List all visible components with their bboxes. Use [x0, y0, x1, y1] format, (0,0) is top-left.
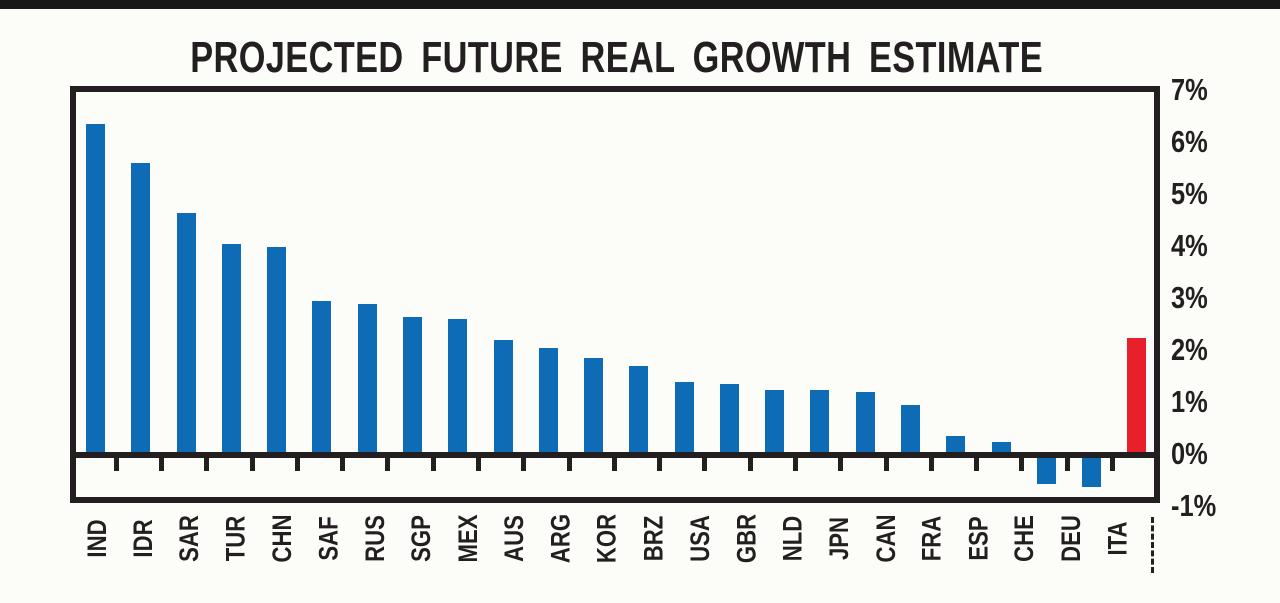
plot-area [70, 86, 1160, 503]
x-axis-tick [476, 458, 482, 471]
x-axis-label-text: NLD [777, 515, 808, 561]
x-axis-tick [928, 458, 934, 471]
x-axis-label-text: DEU [1055, 514, 1086, 562]
x-axis-label-text: RUS [359, 514, 390, 562]
bar-CAN [855, 392, 875, 455]
x-axis-label-text: CHE [1009, 514, 1040, 562]
x-axis-tick [294, 458, 300, 471]
y-axis-label-text: -1% [1171, 488, 1217, 523]
x-axis-label-text: IDR [127, 518, 158, 558]
x-axis-tick [113, 458, 119, 471]
top-border-line [0, 0, 1280, 9]
bar-CHN [267, 246, 287, 455]
y-axis-label-6: 6% [1171, 125, 1261, 159]
y-axis-label-7: 7% [1171, 73, 1261, 107]
x-axis-label-text: KOR [591, 513, 622, 563]
bar-KOR [584, 358, 604, 455]
x-axis-label-text: IND [81, 518, 112, 558]
bar-ARG [538, 348, 558, 455]
y-axis-label-1: 1% [1171, 385, 1261, 419]
x-axis-label-text: USA [684, 514, 715, 562]
x-axis-tick [611, 458, 617, 471]
bar-NLD [765, 389, 785, 455]
bar-MEX [448, 319, 468, 455]
x-axis-tick [521, 458, 527, 471]
x-axis-tick [1019, 458, 1025, 471]
bar-ITA [1082, 455, 1102, 487]
x-axis-label-text: GBR [731, 513, 762, 563]
x-axis-label-text: SAF [313, 515, 344, 561]
bar-CHE [991, 441, 1011, 455]
bar-IND [86, 124, 105, 455]
x-axis-label-text: JPN [823, 516, 854, 560]
x-axis-tick [1109, 458, 1115, 471]
x-axis-tick [159, 458, 165, 471]
y-axis-label-text: 4% [1171, 228, 1208, 263]
bar-DEU [1036, 455, 1056, 484]
bar-BRZ [629, 366, 649, 455]
y-axis-label-2: 2% [1171, 333, 1261, 367]
x-axis-tick [249, 458, 255, 471]
y-axis-label-text: 6% [1171, 124, 1208, 159]
x-axis-tick [747, 458, 753, 471]
bar-highlight [1127, 337, 1147, 455]
y-axis-label-text: 0% [1171, 436, 1208, 471]
x-axis-label-text: AUS [499, 514, 530, 562]
bar-GBR [719, 384, 739, 455]
zero-axis-line [76, 452, 1154, 458]
y-axis-label-0: 0% [1171, 437, 1261, 471]
x-axis-label-text: TUR [220, 515, 251, 561]
x-axis-label-text: BRZ [638, 515, 669, 561]
x-axis-label-ITA: ITA [1088, 506, 1148, 570]
bar-RUS [357, 303, 377, 455]
x-axis-label-text: SGP [406, 514, 437, 562]
x-axis-tick [974, 458, 980, 471]
x-axis-tick [340, 458, 346, 471]
x-axis-label-text: CHN [267, 514, 298, 562]
x-axis-tick [566, 458, 572, 471]
bar-TUR [221, 244, 241, 455]
bar-SAR [176, 212, 196, 455]
y-axis-label-text: 1% [1171, 384, 1208, 419]
bar-JPN [810, 389, 830, 455]
chart-title: PROJECTED FUTURE REAL GROWTH ESTIMATE [70, 33, 1160, 83]
x-axis-label-text: MEX [452, 514, 483, 562]
x-axis-label-text: CAN [870, 514, 901, 562]
y-axis-label--1: -1% [1171, 489, 1261, 523]
y-axis-label-text: 2% [1171, 332, 1208, 367]
y-axis-label-text: 7% [1171, 72, 1208, 107]
y-axis-label-text: 5% [1171, 176, 1208, 211]
x-axis-tick [1064, 458, 1070, 471]
bar-AUS [493, 340, 513, 455]
bar-IDR [131, 163, 151, 455]
bar-USA [674, 381, 694, 455]
x-axis-tick [204, 458, 210, 471]
x-axis-tick [430, 458, 436, 471]
x-axis-tick [657, 458, 663, 471]
x-axis-label-text: FRA [916, 515, 947, 561]
x-axis-tick [793, 458, 798, 471]
bar-SGP [402, 316, 422, 455]
x-axis-label-text: SAR [174, 514, 205, 562]
x-axis-tick [838, 458, 844, 471]
bar-ESP [946, 436, 966, 455]
chart-title-text: PROJECTED FUTURE REAL GROWTH ESTIMATE [190, 33, 1044, 82]
bar-FRA [901, 405, 921, 455]
y-axis-label-5: 5% [1171, 177, 1261, 211]
x-axis-tick [702, 458, 708, 471]
y-axis-label-3: 3% [1171, 281, 1261, 315]
x-axis-label-text: ESP [963, 515, 994, 561]
x-axis-tick [883, 458, 889, 471]
y-axis-label-4: 4% [1171, 229, 1261, 263]
highlight-bar-dashed-label-marker [1151, 517, 1154, 573]
x-axis-label-text: ITA [1102, 520, 1133, 556]
x-axis-label-text: ARG [545, 513, 576, 563]
x-axis-tick [385, 458, 391, 471]
bar-SAF [312, 301, 332, 455]
y-axis-label-text: 3% [1171, 280, 1208, 315]
